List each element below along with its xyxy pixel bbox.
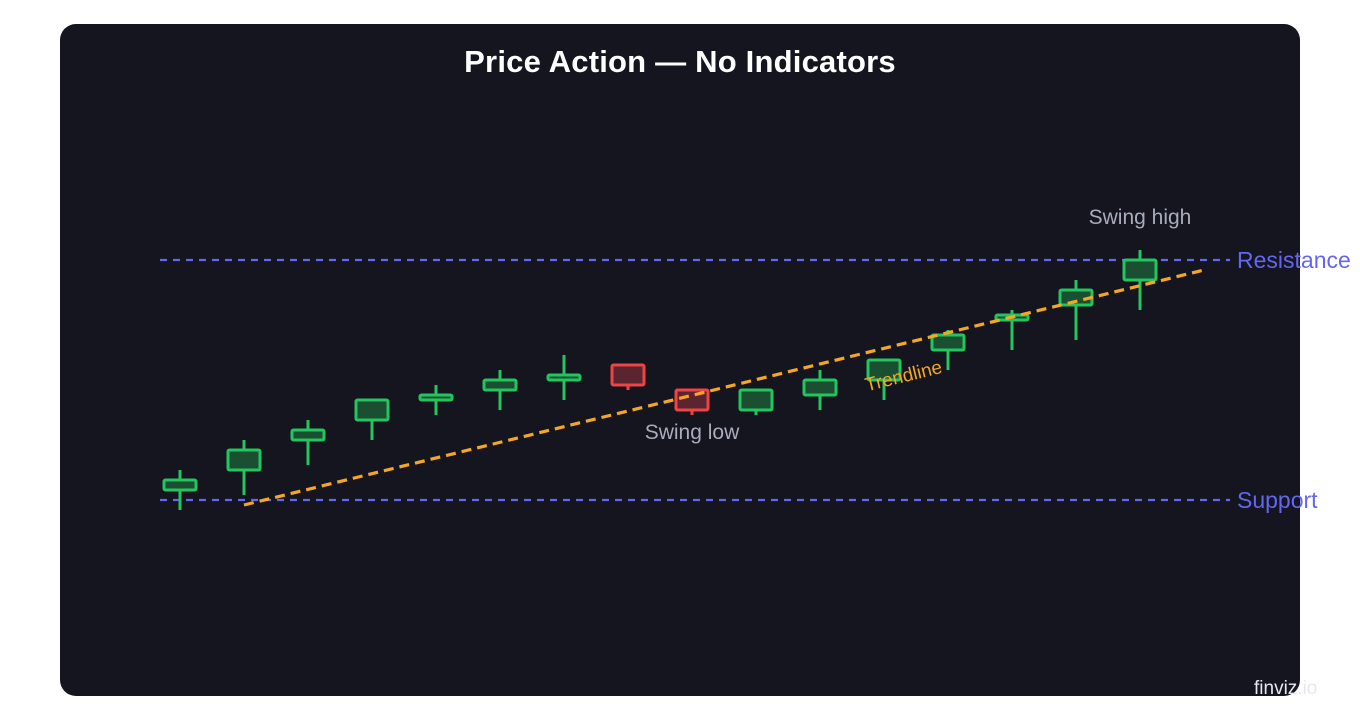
- candle-body: [1122, 258, 1158, 282]
- candle: [1058, 280, 1094, 340]
- resistance-label: Resistance: [1237, 247, 1351, 273]
- trendline: [243, 268, 1205, 507]
- candle-body: [738, 388, 774, 412]
- candle: [418, 385, 454, 415]
- candle: [738, 388, 774, 415]
- candle-body: [226, 448, 262, 472]
- levels-layer: Resistance Support: [160, 247, 1351, 513]
- candle-body: [866, 358, 902, 382]
- swing-high-label: Swing high: [1089, 206, 1192, 229]
- candle: [290, 420, 326, 465]
- candle: [162, 470, 198, 510]
- candle: [866, 358, 902, 400]
- candle: [482, 370, 518, 410]
- candle-body: [546, 373, 582, 382]
- candle-body: [482, 378, 518, 392]
- chart-panel: [60, 24, 1300, 696]
- candle: [1122, 250, 1158, 310]
- candles-layer: [162, 250, 1158, 510]
- candle-body: [290, 428, 326, 442]
- candle-body: [802, 378, 838, 397]
- candle: [354, 398, 390, 440]
- candle-body: [354, 398, 390, 422]
- candle: [930, 330, 966, 370]
- support-label: Support: [1237, 487, 1318, 513]
- candle: [802, 370, 838, 410]
- candle-body: [930, 333, 966, 352]
- watermark: finviz.io: [1254, 678, 1318, 699]
- candle-body: [610, 363, 646, 387]
- candle: [610, 363, 646, 390]
- trendline-layer: Trendline: [243, 268, 1205, 507]
- candle: [226, 440, 262, 495]
- candle-body: [162, 478, 198, 492]
- candle-body: [418, 393, 454, 402]
- candle: [546, 355, 582, 400]
- annotations-layer: Swing high Swing low: [645, 206, 1192, 444]
- chart-title: Price Action — No Indicators: [464, 44, 896, 79]
- swing-low-label: Swing low: [645, 421, 740, 444]
